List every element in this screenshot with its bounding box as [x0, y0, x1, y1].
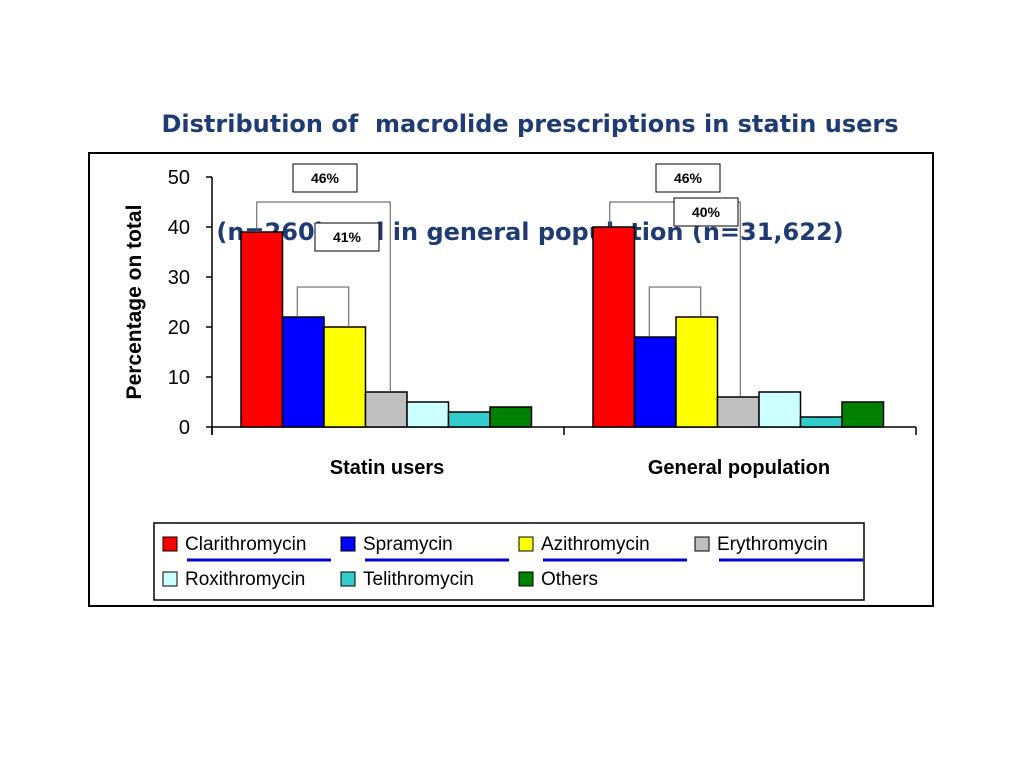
- bar-erythromycin: [716, 396, 760, 428]
- y-tick-label: 20: [168, 317, 190, 339]
- x-category-label: General population: [648, 457, 830, 479]
- chart-frame: [88, 152, 934, 607]
- bar-azithromycin: [675, 316, 719, 428]
- bar-telithromycin: [447, 411, 491, 428]
- bracket-line: [296, 286, 350, 327]
- y-axis-label: Percentage on total: [123, 205, 146, 400]
- annotation-label: 41%: [333, 229, 362, 245]
- title-line-1: Distribution of macrolide prescriptions …: [161, 110, 899, 138]
- annotation-box: [673, 197, 739, 227]
- annotation-box: [655, 163, 721, 193]
- bar-clarithromycin: [240, 231, 284, 428]
- bar-roxithromycin: [758, 391, 802, 428]
- legend-swatch: [694, 536, 710, 552]
- legend-label: Roxithromycin: [185, 569, 305, 590]
- bracket-line: [648, 286, 702, 337]
- legend-label: Clarithromycin: [185, 534, 306, 555]
- legend-swatch: [162, 536, 178, 552]
- y-tick-label: 40: [168, 217, 190, 239]
- bar-telithromycin: [799, 416, 843, 428]
- annotation-box: [314, 222, 380, 252]
- bracket-line: [256, 201, 391, 392]
- legend-label: Others: [541, 569, 598, 590]
- y-tick-label: 0: [179, 417, 190, 439]
- legend-label: Azithromycin: [541, 534, 650, 555]
- legend-label: Telithromycin: [363, 569, 474, 590]
- bar-erythromycin: [364, 391, 408, 428]
- bar-roxithromycin: [406, 401, 450, 428]
- x-category-label: Statin users: [330, 457, 444, 479]
- legend-swatch: [340, 571, 356, 587]
- bar-others: [841, 401, 885, 428]
- legend-label: Erythromycin: [717, 534, 828, 555]
- bar-clarithromycin: [592, 226, 636, 428]
- annotation-label: 40%: [692, 204, 721, 220]
- legend-swatch: [340, 536, 356, 552]
- annotation-label: 46%: [674, 170, 703, 186]
- y-tick-label: 30: [168, 267, 190, 289]
- bar-spramycin: [281, 316, 325, 428]
- legend-swatch: [518, 536, 534, 552]
- y-tick-label: 10: [168, 367, 190, 389]
- bar-others: [489, 406, 533, 428]
- y-tick-label: 50: [168, 167, 190, 189]
- annotation-label: 46%: [311, 170, 340, 186]
- legend-swatch: [162, 571, 178, 587]
- bar-azithromycin: [323, 326, 367, 428]
- bar-spramycin: [633, 336, 677, 428]
- annotation-box: [292, 163, 358, 193]
- legend-swatch: [518, 571, 534, 587]
- legend-label: Spramycin: [363, 534, 453, 555]
